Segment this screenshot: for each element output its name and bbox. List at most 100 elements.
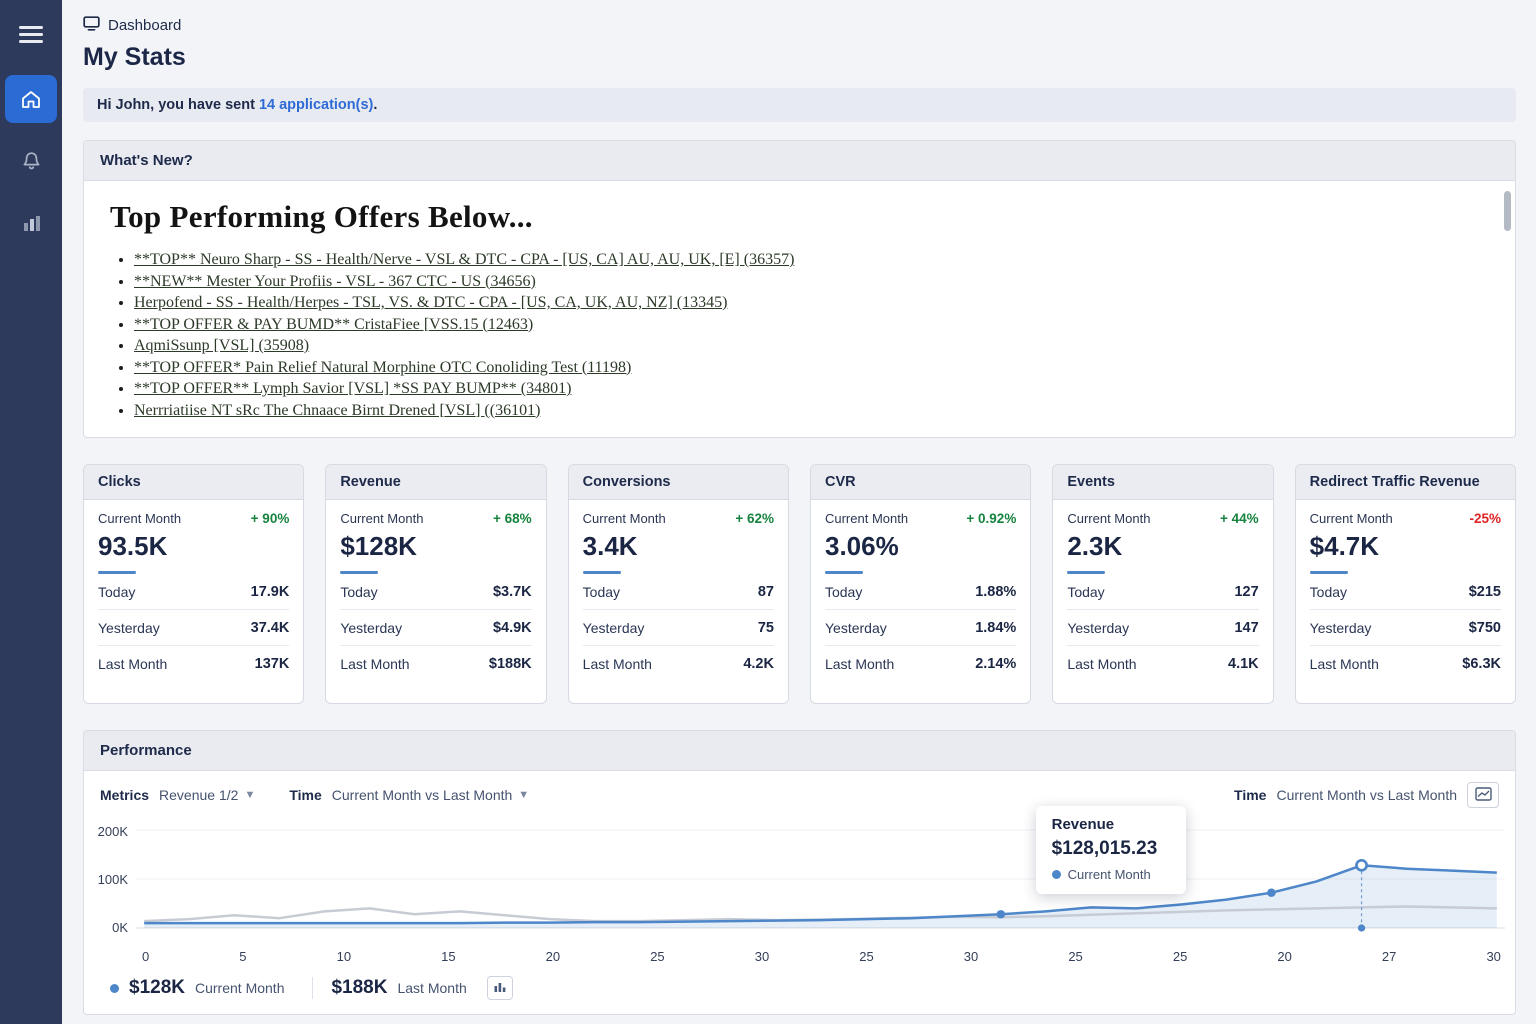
offers-heading: Top Performing Offers Below... — [110, 199, 533, 234]
stat-value: 93.5K — [98, 531, 168, 561]
offers-list: **TOP** Neuro Sharp - SS - Health/Nerve … — [134, 249, 1485, 421]
metrics-select[interactable]: Revenue 1/2 ▼ — [159, 787, 256, 803]
period-label: Current Month — [582, 511, 666, 526]
performance-line-chart[interactable] — [136, 816, 1505, 946]
stat-value: $128K — [340, 531, 417, 561]
stat-subrow: Last Month 4.2K — [582, 655, 774, 672]
y-tick: 100K — [97, 872, 128, 887]
x-tick: 15 — [441, 949, 456, 964]
legend-current-label: Current Month — [195, 980, 285, 996]
offer-link[interactable]: **TOP OFFER & PAY BUMD** CristaFiee [VSS… — [134, 315, 534, 333]
x-tick: 25 — [859, 949, 874, 964]
whats-new-body: Top Performing Offers Below... **TOP** N… — [84, 181, 1515, 437]
sidebar — [0, 0, 62, 1024]
stat-value: 2.3K — [1067, 531, 1123, 561]
offer-link[interactable]: **TOP** Neuro Sharp - SS - Health/Nerve … — [134, 251, 795, 268]
sidebar-item-home[interactable] — [5, 75, 57, 123]
stat-card-title: Conversions — [568, 465, 788, 500]
change-badge: -25% — [1469, 511, 1501, 526]
x-tick: 20 — [1277, 949, 1292, 964]
stat-card-cvr: CVR Current Month + 0.92% 3.06% Today 1.88… — [809, 464, 1032, 704]
scrollbar-track — [1504, 191, 1511, 431]
change-badge: + 0.92% — [966, 511, 1017, 526]
chart-y-axis: 200K 100K 0K — [84, 816, 136, 946]
stat-card-title: CVR — [810, 465, 1031, 500]
x-tick: 25 — [650, 949, 665, 964]
offer-item: **TOP OFFER & PAY BUMD** CristaFiee [VSS… — [134, 314, 1485, 336]
page-title: My Stats — [83, 43, 186, 71]
chart-options-button[interactable] — [1467, 782, 1499, 808]
chart-legend: $128K Current Month $188K Last Month — [84, 966, 1515, 1014]
menu-icon[interactable] — [19, 22, 43, 47]
sidebar-item-notifications[interactable] — [0, 137, 62, 185]
chart-area: 200K 100K 0K Revenue $128,015.23 Current… — [84, 806, 1515, 946]
chart-tooltip: Revenue $128,015.23 Current Month — [1035, 806, 1186, 894]
stat-card-clicks: Clicks Current Month + 90% 93.5K Today 17.… — [83, 464, 305, 704]
stat-subrow: Today 17.9K — [98, 574, 290, 610]
stat-subrow: Yesterday $750 — [1309, 610, 1501, 646]
stat-value: 3.4K — [582, 531, 638, 561]
stat-subrow: Last Month 4.1K — [1067, 655, 1259, 672]
legend-chart-button[interactable] — [486, 976, 513, 1000]
period-label: Current Month — [340, 511, 424, 526]
y-tick: 0K — [112, 920, 128, 935]
offer-link[interactable]: **NEW** Mester Your Profiis - VSL - 367 … — [134, 272, 536, 290]
tooltip-title: Revenue — [1051, 816, 1115, 833]
accent-bar — [98, 571, 136, 574]
tooltip-value: $128,015.23 — [1051, 838, 1158, 859]
offer-link[interactable]: Herpofend - SS - Health/Herpes - TSL, VS… — [134, 294, 728, 311]
bar-chart-icon — [22, 214, 41, 233]
offer-item: **TOP** Neuro Sharp - SS - Health/Nerve … — [134, 249, 1485, 271]
breadcrumb-label: Dashboard — [108, 17, 182, 34]
offer-link[interactable]: **TOP OFFER** Lymph Savior [VSL] *SS PAY… — [134, 380, 572, 397]
stat-subrow: Today 87 — [582, 574, 774, 610]
whats-new-title: What's New? — [84, 141, 1515, 181]
offer-item: Herpofend - SS - Health/Herpes - TSL, VS… — [134, 292, 1485, 314]
time-select[interactable]: Current Month vs Last Month ▼ — [331, 787, 530, 803]
bar-chart-icon — [494, 979, 506, 997]
accent-bar — [582, 571, 621, 574]
header-time-label: Time — [1234, 787, 1267, 803]
applications-link[interactable]: 14 application(s) — [258, 97, 374, 113]
stat-subrow: Today $215 — [1309, 574, 1501, 610]
stat-value: $4.7K — [1309, 531, 1380, 561]
stat-card-title: Clicks — [84, 465, 304, 500]
stat-value: 3.06% — [824, 531, 899, 561]
accent-bar — [1309, 571, 1348, 574]
offer-item: **TOP OFFER* Pain Relief Natural Morphin… — [134, 357, 1485, 379]
legend-divider — [312, 977, 314, 999]
stat-subrow: Today 127 — [1067, 574, 1259, 610]
offer-link[interactable]: **TOP OFFER* Pain Relief Natural Morphin… — [134, 358, 632, 376]
stat-card-title: Redirect Traffic Revenue — [1295, 465, 1515, 500]
chart-x-axis: 0 5 10 15 20 25 30 25 30 25 25 20 27 30 — [84, 946, 1515, 966]
time-label: Time — [289, 787, 322, 803]
stat-subrow: Last Month 137K — [98, 655, 290, 672]
tooltip-series: Current Month — [1067, 867, 1151, 882]
breadcrumb[interactable]: Dashboard — [83, 16, 1516, 35]
accent-bar — [824, 571, 863, 574]
stat-card-revenue: Revenue Current Month + 68% $128K Today $3… — [325, 464, 547, 704]
performance-title: Performance — [84, 731, 1515, 771]
x-tick: 5 — [239, 949, 247, 964]
chevron-down-icon: ▼ — [518, 789, 530, 801]
offer-link[interactable]: AqmiSsunp [VSL] (35908) — [134, 337, 310, 354]
scrollbar-thumb[interactable] — [1504, 191, 1511, 231]
x-tick: 30 — [1486, 949, 1501, 964]
x-tick: 30 — [963, 949, 979, 964]
offer-link[interactable]: Nerrriatiise NT sRc The Chnaace Birnt Dr… — [134, 401, 541, 419]
chevron-down-icon: ▼ — [244, 789, 256, 801]
stats-row: Clicks Current Month + 90% 93.5K Today 17.… — [83, 464, 1516, 704]
accent-bar — [1067, 571, 1106, 574]
main-content: Dashboard My Stats Hi John, you have sen… — [62, 0, 1536, 1024]
period-label: Current Month — [1067, 511, 1151, 526]
series-dot-icon — [110, 983, 119, 993]
series-dot-icon — [1051, 870, 1061, 879]
x-tick: 27 — [1381, 949, 1397, 964]
change-badge: + 90% — [250, 511, 290, 526]
change-badge: + 44% — [1220, 511, 1259, 526]
whats-new-panel: What's New? Top Performing Offers Below.… — [83, 140, 1516, 438]
change-badge: + 68% — [493, 511, 532, 526]
accent-bar — [340, 571, 379, 574]
period-label: Current Month — [98, 511, 182, 526]
sidebar-item-stats[interactable] — [0, 199, 62, 247]
